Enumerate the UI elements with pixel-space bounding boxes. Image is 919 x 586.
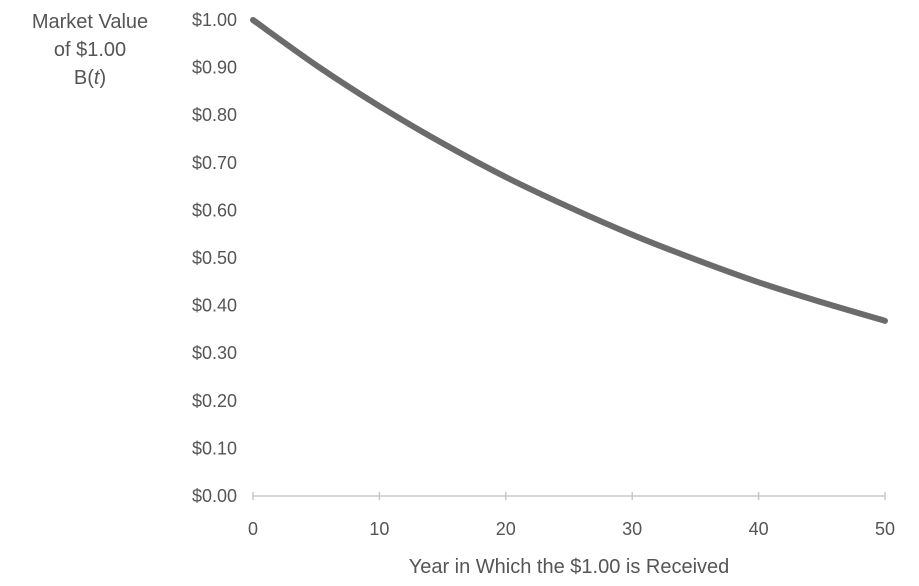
y-tick-label: $0.30	[192, 343, 237, 363]
y-tick-label: $0.50	[192, 248, 237, 268]
y-tick-label: $1.00	[192, 10, 237, 30]
y-tick-label: $0.90	[192, 58, 237, 78]
x-tick-label: 30	[622, 519, 642, 539]
x-tick-label: 10	[369, 519, 389, 539]
y-axis-title-line-2: of $1.00	[54, 39, 126, 61]
x-tick-label: 0	[248, 519, 258, 539]
y-axis: $0.00 $0.10 $0.20 $0.30 $0.40 $0.50 $0.60 $0.70…	[192, 10, 237, 506]
y-tick-label: $0.60	[192, 200, 237, 220]
x-tick-label: 40	[749, 519, 769, 539]
y-tick-label: $0.70	[192, 153, 237, 173]
x-axis-title: Year in Which the $1.00 is Received	[409, 556, 730, 578]
y-axis-title: Market Value of $1.00 B(t)	[32, 11, 148, 89]
series-layer	[250, 17, 888, 324]
y-tick-label: $0.20	[192, 391, 237, 411]
x-axis: 0 10 20 30 40 50	[248, 492, 895, 539]
x-tick-label: 50	[875, 519, 895, 539]
y-axis-title-line-3: B(t)	[74, 67, 106, 89]
y-tick-label: $0.80	[192, 105, 237, 125]
y-axis-title-line-1: Market Value	[32, 11, 148, 33]
x-tick-label: 20	[496, 519, 516, 539]
y-tick-label: $0.40	[192, 296, 237, 316]
series-line	[250, 17, 888, 324]
y-tick-label: $0.10	[192, 438, 237, 458]
y-tick-label: $0.00	[192, 486, 237, 506]
